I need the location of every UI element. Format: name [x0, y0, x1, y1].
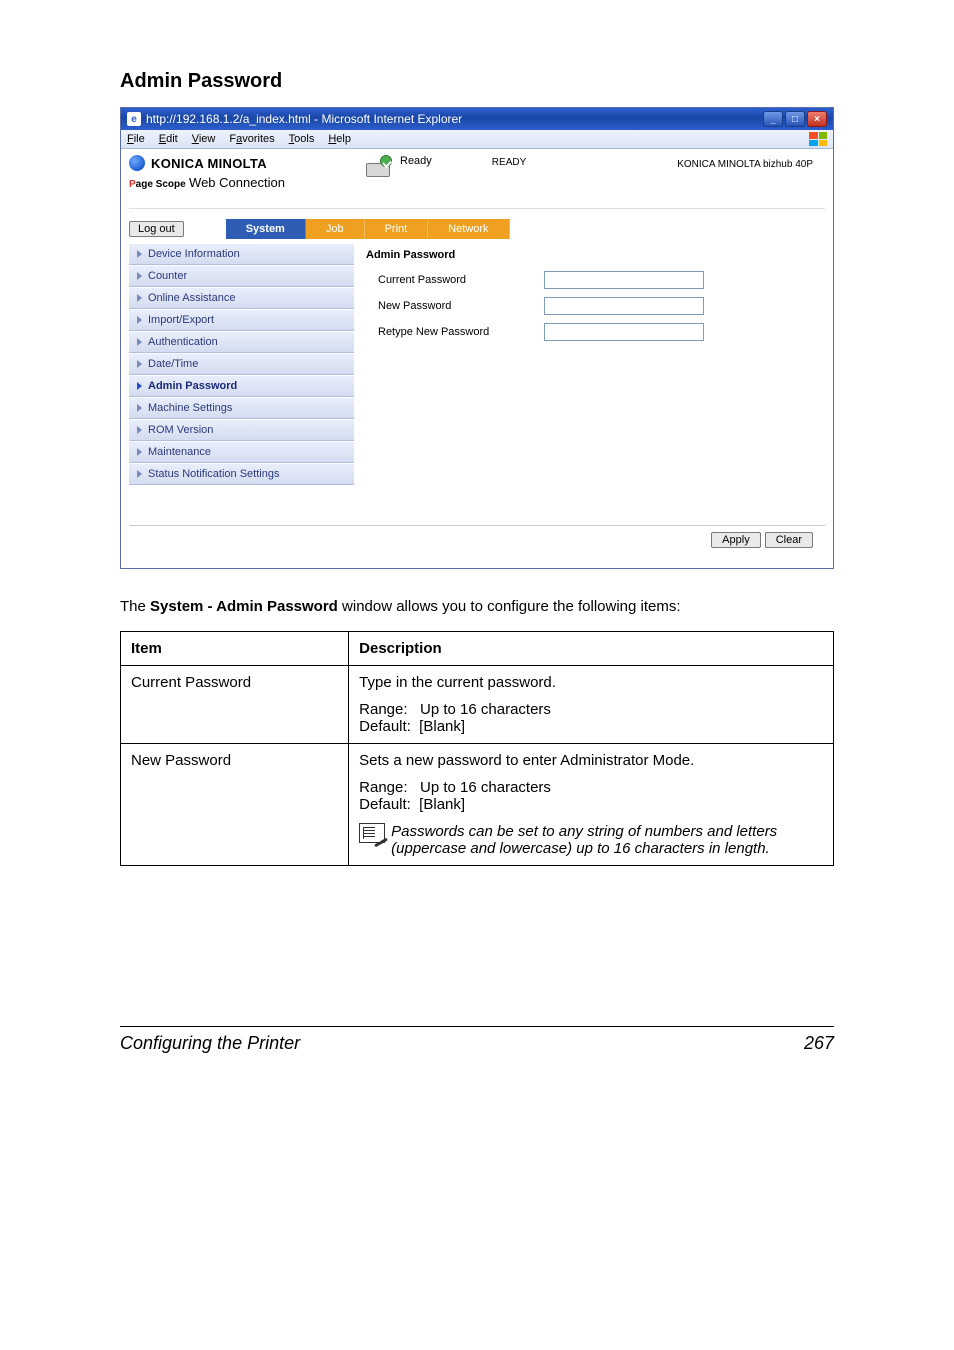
windows-flag-icon	[809, 132, 827, 146]
cell-line: Default: [Blank]	[359, 718, 823, 735]
window-title: http://192.168.1.2/a_index.html - Micros…	[146, 112, 763, 126]
logout-button[interactable]: Log out	[129, 221, 184, 237]
sidebar-item-label: ROM Version	[148, 424, 213, 436]
close-button[interactable]: ×	[807, 111, 827, 127]
panel-title: Admin Password	[364, 243, 819, 271]
sidebar-item-label: Admin Password	[148, 380, 237, 392]
sidebar-item-label: Counter	[148, 270, 187, 282]
new-password-label: New Password	[364, 300, 544, 312]
description-table: Item Description Current Password Type i…	[120, 631, 834, 866]
sidebar-item-label: Status Notification Settings	[148, 468, 279, 480]
sidebar-item-authentication[interactable]: Authentication	[129, 331, 354, 353]
clear-button[interactable]: Clear	[765, 532, 813, 548]
footer-title: Configuring the Printer	[120, 1033, 804, 1054]
sidebar-item-import-export[interactable]: Import/Export	[129, 309, 354, 331]
cell-line: Range: Up to 16 characters	[359, 779, 823, 796]
maximize-button[interactable]: □	[785, 111, 805, 127]
sidebar-item-online-assistance[interactable]: Online Assistance	[129, 287, 354, 309]
minimize-button[interactable]: _	[763, 111, 783, 127]
sidebar-item-counter[interactable]: Counter	[129, 265, 354, 287]
menubar: File Edit View Favorites Tools Help	[121, 130, 833, 149]
browser-window: e http://192.168.1.2/a_index.html - Micr…	[120, 107, 834, 569]
td-new-password: New Password	[121, 744, 349, 866]
sidebar-item-device-information[interactable]: Device Information	[129, 243, 354, 265]
brand-logo-icon	[129, 155, 145, 171]
sidebar-item-label: Authentication	[148, 336, 218, 348]
form-footer: Apply Clear	[129, 525, 825, 554]
apply-button[interactable]: Apply	[711, 532, 761, 548]
td-current-password: Current Password	[121, 666, 349, 744]
brand-block: KONICA MINOLTA Page Scope Web Connection	[129, 155, 354, 190]
menu-edit[interactable]: Edit	[159, 133, 178, 145]
ie-icon: e	[127, 112, 141, 126]
sidebar-item-label: Import/Export	[148, 314, 214, 326]
printer-status-icon	[364, 155, 392, 177]
th-item: Item	[121, 632, 349, 666]
cell-line: Range: Up to 16 characters	[359, 701, 823, 718]
pagescope-label: age Scope	[136, 179, 186, 190]
td-new-password-desc: Sets a new password to enter Administrat…	[349, 744, 834, 866]
page-footer: Configuring the Printer 267	[120, 1026, 834, 1054]
th-description: Description	[349, 632, 834, 666]
window-titlebar: e http://192.168.1.2/a_index.html - Micr…	[121, 108, 833, 130]
menu-tools[interactable]: Tools	[289, 133, 315, 145]
tab-system[interactable]: System	[226, 219, 306, 239]
sidebar-item-rom-version[interactable]: ROM Version	[129, 419, 354, 441]
current-password-label: Current Password	[364, 274, 544, 286]
footer-page-number: 267	[804, 1033, 834, 1054]
sidebar-item-label: Maintenance	[148, 446, 211, 458]
retype-password-input[interactable]	[544, 323, 704, 341]
section-heading: Admin Password	[120, 70, 834, 93]
note-text: Passwords can be set to any string of nu…	[391, 823, 823, 857]
menu-help[interactable]: Help	[328, 133, 351, 145]
main-panel: Admin Password Current Password New Pass…	[354, 243, 825, 485]
cell-line: Default: [Blank]	[359, 796, 823, 813]
retype-password-label: Retype New Password	[364, 326, 544, 338]
td-current-password-desc: Type in the current password. Range: Up …	[349, 666, 834, 744]
menu-view[interactable]: View	[192, 133, 216, 145]
sidebar-item-date-time[interactable]: Date/Time	[129, 353, 354, 375]
sidebar-item-admin-password[interactable]: Admin Password	[129, 375, 354, 397]
model-text: KONICA MINOLTA bizhub 40P	[677, 159, 825, 170]
sidebar-item-machine-settings[interactable]: Machine Settings	[129, 397, 354, 419]
current-password-input[interactable]	[544, 271, 704, 289]
tab-bar: System Job Print Network	[226, 219, 510, 239]
new-password-input[interactable]	[544, 297, 704, 315]
menu-favorites[interactable]: Favorites	[229, 133, 274, 145]
sidebar-item-label: Machine Settings	[148, 402, 232, 414]
cell-line: Sets a new password to enter Administrat…	[359, 752, 823, 769]
tab-print[interactable]: Print	[365, 219, 429, 239]
sidebar-item-label: Device Information	[148, 248, 240, 260]
sidebar-item-status-notification-settings[interactable]: Status Notification Settings	[129, 463, 354, 485]
cell-line: Type in the current password.	[359, 674, 823, 691]
note-icon	[359, 823, 385, 843]
sidebar-item-label: Date/Time	[148, 358, 198, 370]
brand-name: KONICA MINOLTA	[151, 156, 267, 171]
sidebar-item-maintenance[interactable]: Maintenance	[129, 441, 354, 463]
sidebar-item-label: Online Assistance	[148, 292, 235, 304]
description-text: The System - Admin Password window allow…	[120, 597, 834, 617]
ready-text: READY	[492, 157, 526, 168]
tab-network[interactable]: Network	[428, 219, 509, 239]
menu-file[interactable]: File	[127, 133, 145, 145]
web-connection-label: Web Connection	[189, 175, 285, 190]
sidebar: Device Information Counter Online Assist…	[129, 243, 354, 485]
status-ready-label: Ready	[400, 155, 432, 167]
tab-job[interactable]: Job	[306, 219, 365, 239]
page-content: KONICA MINOLTA Page Scope Web Connection…	[121, 149, 833, 568]
